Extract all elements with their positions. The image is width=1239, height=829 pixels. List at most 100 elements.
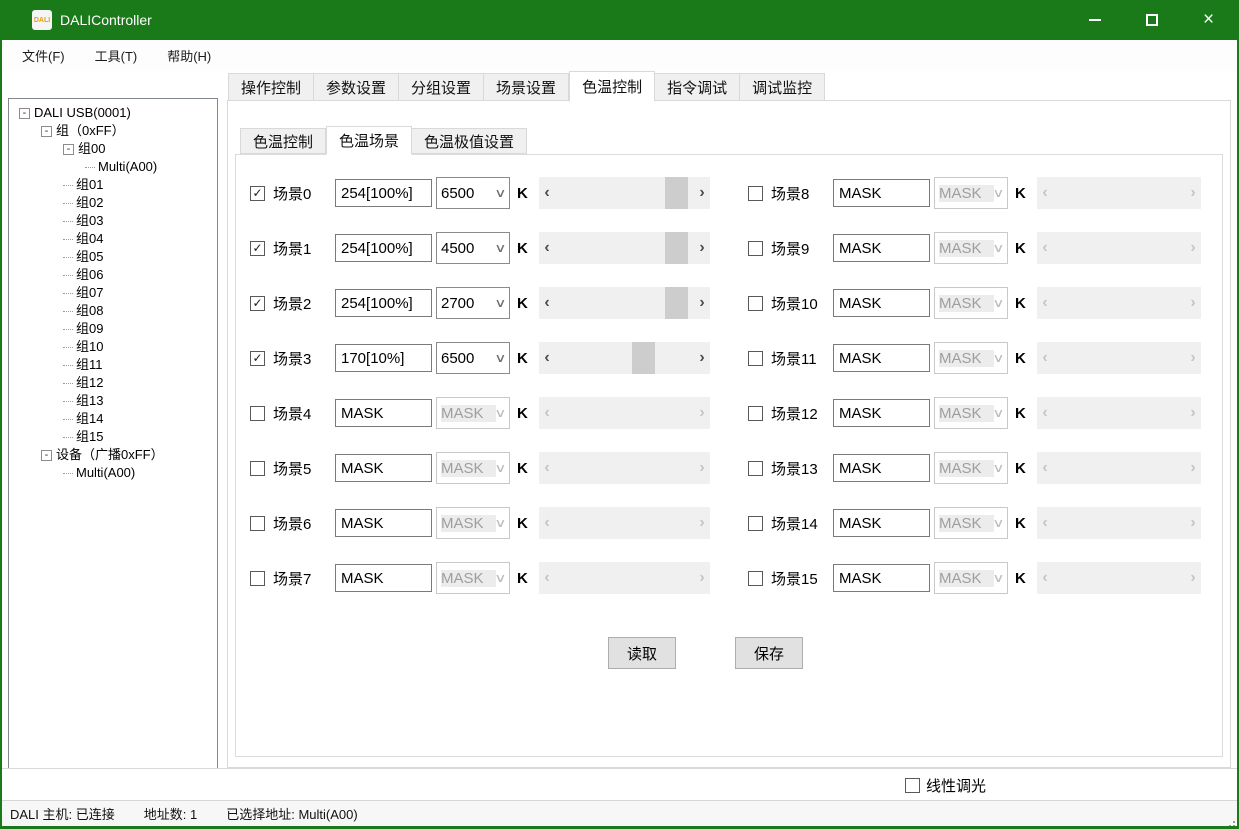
tree-node-13[interactable]: 组10	[9, 338, 217, 356]
read-button[interactable]: 读取	[608, 637, 676, 669]
scroll-left-icon[interactable]: ‹	[544, 184, 550, 201]
close-button[interactable]: ×	[1180, 0, 1237, 40]
scene-value-input[interactable]	[833, 454, 930, 482]
tree-node-6[interactable]: 组03	[9, 212, 217, 230]
main-tab-3[interactable]: 场景设置	[484, 73, 570, 101]
tree-node-8[interactable]: 组05	[9, 248, 217, 266]
scene-value-input[interactable]	[833, 344, 930, 372]
menu-item-0[interactable]: 文件(F)	[22, 49, 65, 64]
sub-tab-1[interactable]: 色温场景	[326, 126, 413, 155]
scene-value-input[interactable]	[335, 454, 432, 482]
tree-node-10[interactable]: 组07	[9, 284, 217, 302]
main-tab-1[interactable]: 参数设置	[314, 73, 400, 101]
scroll-right-icon[interactable]: ›	[699, 239, 705, 256]
scene-value-input[interactable]	[335, 509, 432, 537]
tree-node-9[interactable]: 组06	[9, 266, 217, 284]
menu-item-1[interactable]: 工具(T)	[94, 49, 138, 64]
scrollbar-thumb[interactable]	[665, 177, 689, 209]
color-temp-select[interactable]: 4500 ∨	[436, 232, 510, 264]
main-tab-0[interactable]: 操作控制	[228, 73, 315, 101]
scene-value-input[interactable]	[833, 564, 930, 592]
scene-value-input[interactable]	[335, 344, 432, 372]
scroll-right-icon[interactable]: ›	[699, 184, 705, 201]
menu-item-2[interactable]: 帮助(H)	[167, 49, 212, 64]
scene-checkbox[interactable]	[748, 295, 763, 311]
color-temp-select[interactable]: 6500 ∨	[436, 342, 510, 374]
color-temp-scrollbar[interactable]: ‹ ›	[539, 232, 710, 264]
scrollbar-thumb[interactable]	[665, 287, 689, 319]
scene-value-input[interactable]	[833, 399, 930, 427]
scene-checkbox[interactable]	[748, 185, 763, 201]
tree-node-18[interactable]: 组15	[9, 428, 217, 446]
scene-value-input[interactable]	[335, 289, 432, 317]
scene-checkbox[interactable]	[250, 405, 265, 421]
scrollbar-track[interactable]	[555, 287, 694, 319]
scene-checkbox[interactable]: ✓	[250, 185, 265, 201]
tree-node-2[interactable]: - 组00	[9, 140, 217, 158]
tree-node-16[interactable]: 组13	[9, 392, 217, 410]
color-temp-select[interactable]: 2700 ∨	[436, 287, 510, 319]
tree-node-17[interactable]: 组14	[9, 410, 217, 428]
scrollbar-track[interactable]	[555, 177, 694, 209]
tree-node-12[interactable]: 组09	[9, 320, 217, 338]
scroll-right-icon[interactable]: ›	[699, 294, 705, 311]
scene-checkbox[interactable]: ✓	[250, 295, 265, 311]
tree-node-3[interactable]: Multi(A00)	[9, 158, 217, 176]
collapse-icon[interactable]: -	[63, 143, 74, 155]
scene-value-input[interactable]	[833, 234, 930, 262]
sub-tab-0[interactable]: 色温控制	[240, 128, 327, 154]
main-tab-6[interactable]: 调试监控	[740, 73, 826, 101]
scene-checkbox[interactable]	[748, 570, 763, 586]
scene-value-input[interactable]	[833, 509, 930, 537]
scrollbar-track[interactable]	[555, 342, 694, 374]
scene-value-input[interactable]	[833, 289, 930, 317]
tree-node-4[interactable]: 组01	[9, 176, 217, 194]
resize-grip-icon[interactable]	[1229, 817, 1231, 819]
minimize-button[interactable]	[1066, 0, 1123, 40]
scroll-left-icon[interactable]: ‹	[544, 239, 550, 256]
tree-node-0[interactable]: - DALI USB(0001)	[9, 104, 217, 122]
scene-value-input[interactable]	[335, 179, 432, 207]
scene-checkbox[interactable]	[748, 350, 763, 366]
scroll-left-icon[interactable]: ‹	[544, 349, 550, 366]
tree-node-14[interactable]: 组11	[9, 356, 217, 374]
scrollbar-thumb[interactable]	[631, 342, 655, 374]
scene-checkbox[interactable]	[748, 405, 763, 421]
scrollbar-track[interactable]	[555, 232, 694, 264]
tree-node-7[interactable]: 组04	[9, 230, 217, 248]
scene-value-input[interactable]	[833, 179, 930, 207]
maximize-button[interactable]	[1123, 0, 1180, 40]
save-button[interactable]: 保存	[735, 637, 803, 669]
collapse-icon[interactable]: -	[41, 449, 52, 461]
scene-value-input[interactable]	[335, 234, 432, 262]
color-temp-select[interactable]: 6500 ∨	[436, 177, 510, 209]
scene-checkbox[interactable]	[748, 515, 763, 531]
scene-checkbox[interactable]	[748, 240, 763, 256]
sub-tab-2[interactable]: 色温极值设置	[412, 128, 528, 154]
scene-checkbox[interactable]	[250, 570, 265, 586]
scene-value-input[interactable]	[335, 399, 432, 427]
scene-checkbox[interactable]: ✓	[250, 240, 265, 256]
tree-node-15[interactable]: 组12	[9, 374, 217, 392]
scroll-right-icon[interactable]: ›	[699, 349, 705, 366]
tree-node-20[interactable]: Multi(A00)	[9, 464, 217, 482]
main-tab-2[interactable]: 分组设置	[399, 73, 485, 101]
tree-node-11[interactable]: 组08	[9, 302, 217, 320]
scene-checkbox[interactable]	[748, 460, 763, 476]
scroll-left-icon[interactable]: ‹	[544, 294, 550, 311]
main-tab-4[interactable]: 色温控制	[569, 71, 656, 102]
tree-node-1[interactable]: - 组（0xFF）	[9, 122, 217, 140]
scene-checkbox[interactable]	[250, 460, 265, 476]
linear-dimming-checkbox[interactable]	[905, 778, 920, 793]
scene-checkbox[interactable]	[250, 515, 265, 531]
tree-node-5[interactable]: 组02	[9, 194, 217, 212]
tree-node-19[interactable]: - 设备（广播0xFF）	[9, 446, 217, 464]
color-temp-scrollbar[interactable]: ‹ ›	[539, 287, 710, 319]
color-temp-scrollbar[interactable]: ‹ ›	[539, 342, 710, 374]
scene-value-input[interactable]	[335, 564, 432, 592]
main-tab-5[interactable]: 指令调试	[655, 73, 741, 101]
scrollbar-thumb[interactable]	[665, 232, 689, 264]
collapse-icon[interactable]: -	[19, 107, 30, 119]
color-temp-scrollbar[interactable]: ‹ ›	[539, 177, 710, 209]
collapse-icon[interactable]: -	[41, 125, 52, 137]
